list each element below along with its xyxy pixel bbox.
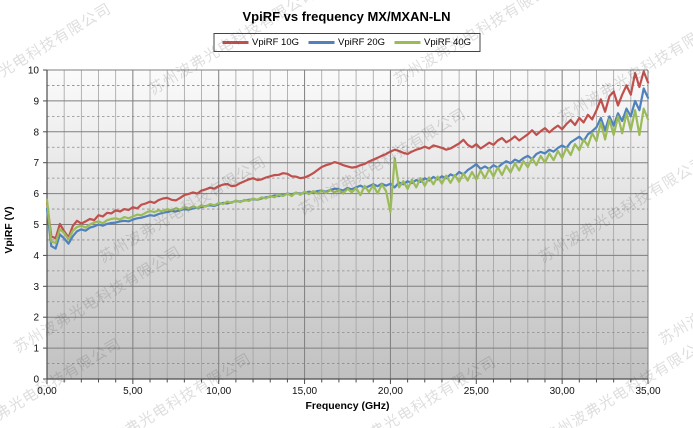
series-lines <box>45 70 650 250</box>
x-tick-label: 35,00 <box>635 386 660 397</box>
x-tick-label: 20,00 <box>378 386 403 397</box>
series-line-vpirf-10g <box>45 70 650 240</box>
y-tick-label: 2 <box>33 313 39 324</box>
y-tick-label: 3 <box>33 282 39 293</box>
legend-item-vpirf-20g: VpiRF 20G <box>308 37 385 48</box>
y-tick-label: 7 <box>33 158 39 169</box>
y-tick-label: 1 <box>33 344 39 355</box>
series-line-vpirf-40g <box>45 107 650 245</box>
x-tick-label: 5,00 <box>123 386 143 397</box>
x-tick-label: 0,00 <box>37 386 57 397</box>
y-tick-label: 9 <box>33 96 39 107</box>
legend: VpiRF 10G VpiRF 20G VpiRF 40G <box>213 33 480 52</box>
legend-item-vpirf-40g: VpiRF 40G <box>394 37 471 48</box>
x-tick-label: 10,00 <box>206 386 231 397</box>
legend-label: VpiRF 10G <box>252 37 299 48</box>
legend-line-swatch <box>222 41 248 44</box>
legend-label: VpiRF 40G <box>424 37 471 48</box>
tick-labels: 0,00 5,00 10,00 15,00 20,00 25,00 30,00 35,00 0 1… <box>28 66 661 398</box>
chart-title: VpiRF vs frequency MX/MXAN-LN <box>242 9 451 24</box>
axes <box>43 69 649 384</box>
y-tick-label: 8 <box>33 127 39 138</box>
legend-label: VpiRF 20G <box>338 37 385 48</box>
y-tick-label: 6 <box>33 189 39 200</box>
legend-line-swatch <box>308 41 334 44</box>
x-tick-label: 15,00 <box>292 386 317 397</box>
x-tick-label: 30,00 <box>550 386 575 397</box>
y-axis-title: VpiRF (V) <box>3 206 15 254</box>
y-tick-label: 0 <box>33 375 39 386</box>
legend-item-vpirf-10g: VpiRF 10G <box>222 37 299 48</box>
legend-line-swatch <box>394 41 420 44</box>
y-tick-label: 5 <box>33 220 39 231</box>
x-tick-label: 25,00 <box>464 386 489 397</box>
gridlines <box>47 69 649 379</box>
x-axis-title: Frequency (GHz) <box>305 400 390 412</box>
y-tick-label: 10 <box>28 66 40 77</box>
y-tick-label: 4 <box>33 251 39 262</box>
